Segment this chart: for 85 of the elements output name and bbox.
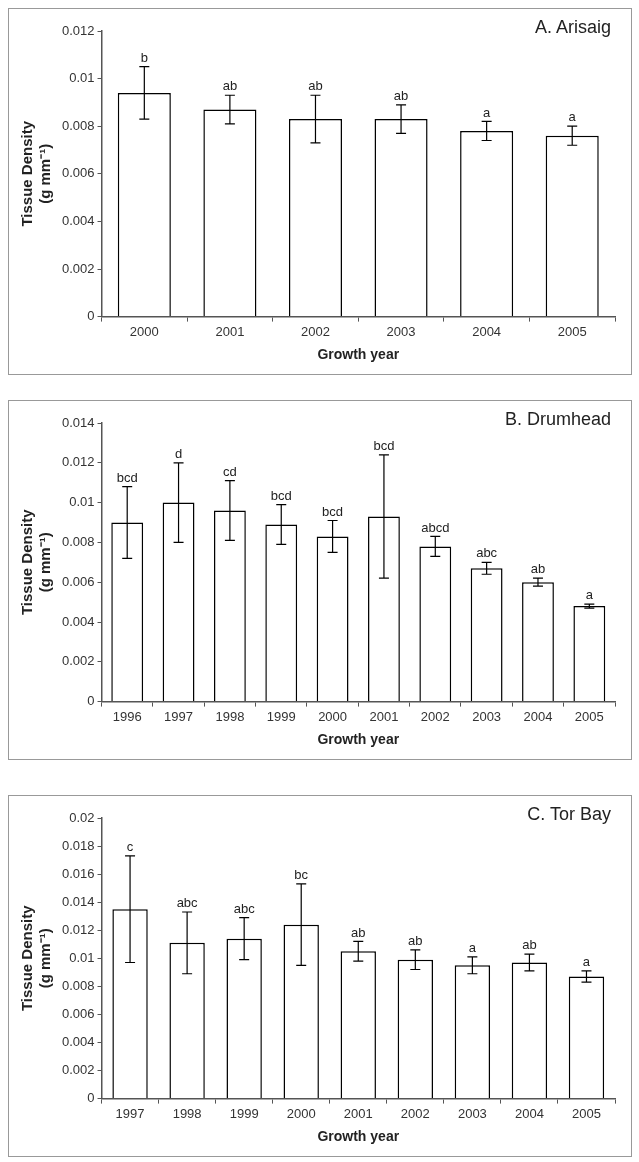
chart-title: C. Tor Bay (527, 803, 611, 824)
x-tick-label: 2000 (129, 323, 159, 339)
x-axis-title: Growth year (317, 731, 400, 748)
y-tick-label: 0.01 (69, 949, 95, 965)
y-tick-label: 0.014 (61, 893, 95, 909)
chart-title: B. Drumhead (504, 408, 611, 429)
x-tick-label: 1996 (112, 708, 142, 724)
annotation: a (483, 104, 492, 120)
annotation: bc (294, 867, 309, 883)
y-axis-title: Tissue Density (g mm⁻¹) (18, 120, 54, 227)
y-axis-title: Tissue Density (g mm⁻¹) (18, 904, 54, 1012)
annotation: bcd (270, 487, 292, 503)
annotation: ab (393, 87, 409, 103)
x-tick-label: 2005 (572, 1105, 601, 1121)
x-tick-label: 2004 (472, 323, 502, 339)
y-tick-label: 0.002 (61, 653, 95, 669)
y-tick-label: 0 (87, 693, 95, 709)
y-tick-label: 0.01 (69, 494, 95, 510)
y-tick-label: 0.012 (61, 921, 95, 937)
annotation: a (585, 587, 594, 603)
annotation: cd (223, 463, 237, 479)
annotation: abcd (421, 519, 450, 535)
x-tick-label: 1998 (172, 1105, 202, 1121)
x-tick-label: 2004 (523, 708, 553, 724)
annotation: abc (476, 545, 498, 561)
x-tick-label: 2001 (343, 1105, 373, 1121)
y-tick-label: 0.018 (61, 837, 95, 853)
y-tick-label: 0.004 (61, 1034, 95, 1050)
y-tick-label: 0.02 (69, 809, 95, 825)
y-tick-label: 0.008 (61, 533, 95, 549)
x-tick-label: 2003 (386, 323, 416, 339)
x-tick-label: 2001 (369, 708, 399, 724)
x-tick-label: 2001 (215, 323, 245, 339)
y-tick-label: 0.016 (61, 865, 95, 881)
y-tick-label: 0.012 (61, 22, 95, 38)
x-tick-label: 2004 (514, 1105, 544, 1121)
x-tick-label: 2000 (318, 708, 348, 724)
x-axis-title: Growth year (317, 1128, 400, 1145)
x-tick-label: 1998 (215, 708, 245, 724)
annotation: bcd (116, 469, 138, 485)
annotation: a (568, 109, 577, 125)
y-tick-label: 0.01 (69, 70, 95, 86)
y-tick-label: 0.002 (61, 1062, 95, 1078)
x-tick-label: 2003 (457, 1105, 487, 1121)
chart-title: A. Arisaig (534, 16, 611, 37)
y-tick-label: 0.002 (61, 260, 95, 276)
annotation: b (140, 49, 148, 65)
annotation: abc (233, 900, 256, 916)
annotation: ab (351, 924, 366, 940)
x-tick-label: 1997 (115, 1105, 145, 1121)
annotation: ab (408, 932, 423, 948)
annotation: ab (530, 561, 546, 577)
y-tick-label: 0.014 (61, 414, 95, 430)
annotation: d (174, 445, 183, 461)
annotation: ab (222, 78, 238, 94)
x-axis-title: Growth year (317, 346, 400, 363)
y-axis-title: Tissue Density (g mm⁻¹) (18, 508, 54, 616)
y-tick-label: 0.006 (61, 1006, 95, 1021)
x-tick-label: 2005 (574, 708, 604, 724)
annotation: bcd (322, 503, 344, 519)
x-tick-label: 1997 (164, 708, 194, 724)
y-tick-label: 0 (87, 308, 95, 324)
x-tick-label: 2003 (472, 708, 502, 724)
y-tick-label: 0.004 (61, 613, 95, 629)
annotation: c (126, 838, 134, 854)
annotation: a (468, 939, 477, 955)
annotation: bcd (373, 437, 395, 453)
x-tick-label: 2005 (557, 323, 587, 339)
x-tick-label: 2002 (400, 1105, 430, 1121)
x-tick-label: 2000 (286, 1105, 316, 1121)
y-tick-label: 0.008 (61, 977, 95, 993)
x-tick-label: 1999 (266, 708, 296, 724)
annotation: ab (522, 937, 537, 953)
x-tick-label: 2002 (301, 323, 330, 339)
annotation: abc (176, 895, 199, 911)
y-tick-label: 0 (87, 1090, 95, 1106)
y-tick-label: 0.004 (61, 212, 95, 228)
annotation: a (582, 954, 591, 970)
y-tick-label: 0.008 (61, 117, 95, 133)
y-tick-label: 0.006 (61, 165, 95, 181)
x-tick-label: 2002 (420, 708, 450, 724)
x-tick-label: 1999 (229, 1105, 259, 1121)
y-tick-label: 0.012 (61, 454, 95, 470)
y-tick-label: 0.006 (61, 573, 95, 589)
annotation: ab (308, 78, 323, 94)
